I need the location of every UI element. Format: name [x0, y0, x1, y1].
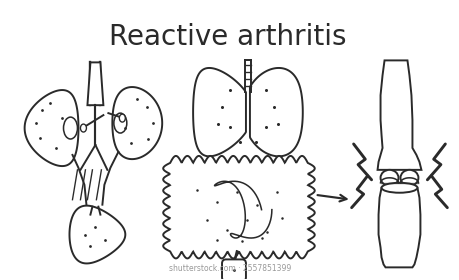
Ellipse shape	[119, 114, 125, 122]
FancyBboxPatch shape	[222, 259, 246, 280]
Polygon shape	[112, 87, 162, 159]
Polygon shape	[377, 60, 420, 170]
Polygon shape	[69, 206, 125, 263]
Text: Reactive arthritis: Reactive arthritis	[109, 23, 346, 51]
Ellipse shape	[381, 183, 416, 193]
Polygon shape	[193, 68, 246, 156]
Polygon shape	[249, 68, 302, 156]
Ellipse shape	[400, 170, 418, 186]
Ellipse shape	[114, 113, 127, 133]
Polygon shape	[163, 156, 314, 258]
Ellipse shape	[80, 124, 86, 132]
Ellipse shape	[63, 117, 77, 139]
Ellipse shape	[380, 170, 397, 186]
Polygon shape	[87, 62, 103, 105]
Polygon shape	[378, 188, 420, 267]
Text: shutterstock.com · 2557851399: shutterstock.com · 2557851399	[168, 264, 291, 273]
Polygon shape	[25, 90, 78, 166]
